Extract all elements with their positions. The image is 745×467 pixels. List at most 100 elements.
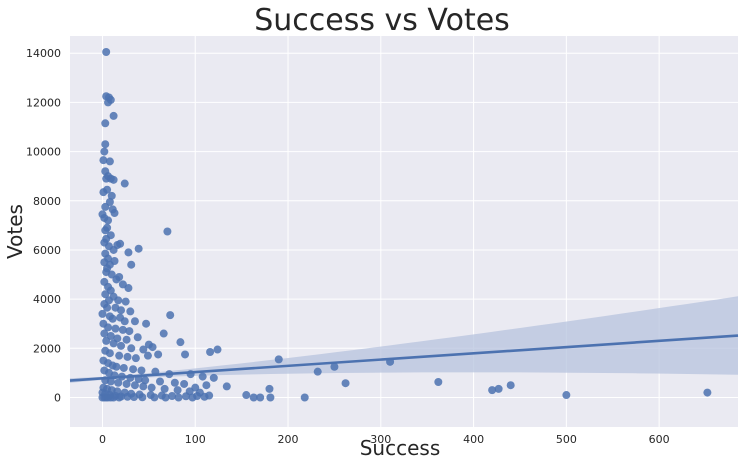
data-point [116, 239, 125, 248]
data-point [129, 365, 138, 374]
data-point [134, 244, 143, 253]
data-point [148, 343, 157, 352]
data-point [154, 350, 163, 359]
x-tick-label: 500 [556, 433, 577, 446]
data-point [115, 351, 124, 360]
data-point [101, 140, 110, 149]
data-point [222, 382, 231, 391]
data-point [494, 384, 503, 393]
data-point [104, 98, 113, 107]
data-point [330, 362, 339, 371]
data-point [109, 111, 118, 120]
data-point [188, 393, 197, 402]
data-point [703, 388, 712, 397]
data-point [139, 382, 148, 391]
data-point [105, 157, 114, 166]
data-point [206, 347, 215, 356]
data-point [143, 351, 152, 360]
data-point [142, 319, 151, 328]
data-point [104, 323, 113, 332]
y-tick-label: 4000 [33, 293, 61, 306]
data-point [112, 275, 121, 284]
data-point [123, 352, 132, 361]
data-point [110, 257, 119, 266]
data-point [111, 324, 120, 333]
data-point [174, 393, 183, 402]
data-point [124, 284, 133, 293]
x-tick-labels: 0 100 200 300 400 500 600 [99, 433, 670, 446]
data-point [213, 345, 222, 354]
data-point [313, 367, 322, 376]
x-axis-label: Success [360, 436, 441, 460]
y-tick-label: 6000 [33, 244, 61, 257]
y-tick-label: 12000 [26, 96, 61, 109]
data-point [101, 226, 110, 235]
data-point [170, 378, 179, 387]
data-point [110, 209, 119, 218]
data-point [506, 381, 515, 390]
data-point [99, 156, 108, 165]
data-point [102, 174, 111, 183]
x-tick-label: 400 [463, 433, 484, 446]
data-point [125, 327, 134, 336]
data-point [121, 297, 130, 306]
data-point [150, 393, 159, 402]
regression-line [69, 334, 739, 382]
data-point [139, 345, 148, 354]
data-point [488, 386, 497, 395]
data-point [109, 175, 118, 184]
data-point [122, 379, 131, 388]
data-point [107, 191, 116, 200]
data-point [137, 366, 146, 375]
data-point [100, 329, 109, 338]
y-tick-label: 2000 [33, 342, 61, 355]
data-point [118, 325, 127, 334]
y-tick-labels: 0 2000 4000 6000 8000 10000 12000 14000 [26, 47, 61, 404]
data-point [98, 309, 107, 318]
data-point [124, 248, 133, 257]
data-point [105, 349, 114, 358]
data-point [266, 393, 275, 402]
data-point [173, 386, 182, 395]
data-point [160, 384, 169, 393]
confidence-band-layer [70, 296, 738, 383]
data-point [168, 392, 177, 401]
data-point [181, 350, 190, 359]
data-point [126, 307, 135, 316]
data-point [123, 392, 132, 401]
data-point [104, 216, 113, 225]
data-point [117, 341, 126, 350]
data-point [130, 317, 139, 326]
data-point [112, 362, 121, 371]
data-point [198, 372, 207, 381]
data-point [434, 377, 443, 386]
data-point [265, 384, 274, 393]
data-point [99, 188, 108, 197]
data-point [117, 306, 126, 315]
data-point [101, 202, 110, 211]
data-point [141, 376, 150, 385]
data-point [249, 393, 258, 402]
data-point [159, 329, 168, 338]
data-point [181, 392, 190, 401]
x-tick-label: 0 [99, 433, 106, 446]
y-axis-label: Votes [3, 204, 27, 259]
data-point [176, 338, 185, 347]
y-tick-label: 8000 [33, 195, 61, 208]
data-point [202, 381, 211, 390]
data-point [127, 344, 136, 353]
data-point [106, 377, 115, 386]
data-point [200, 392, 209, 401]
data-point [130, 392, 139, 401]
data-point [102, 336, 111, 345]
data-point [138, 393, 147, 402]
data-point [101, 290, 110, 299]
data-point [163, 227, 172, 236]
data-point [114, 378, 123, 387]
data-point [161, 393, 170, 402]
data-point [147, 383, 156, 392]
data-point [242, 391, 251, 400]
data-point [103, 303, 112, 312]
